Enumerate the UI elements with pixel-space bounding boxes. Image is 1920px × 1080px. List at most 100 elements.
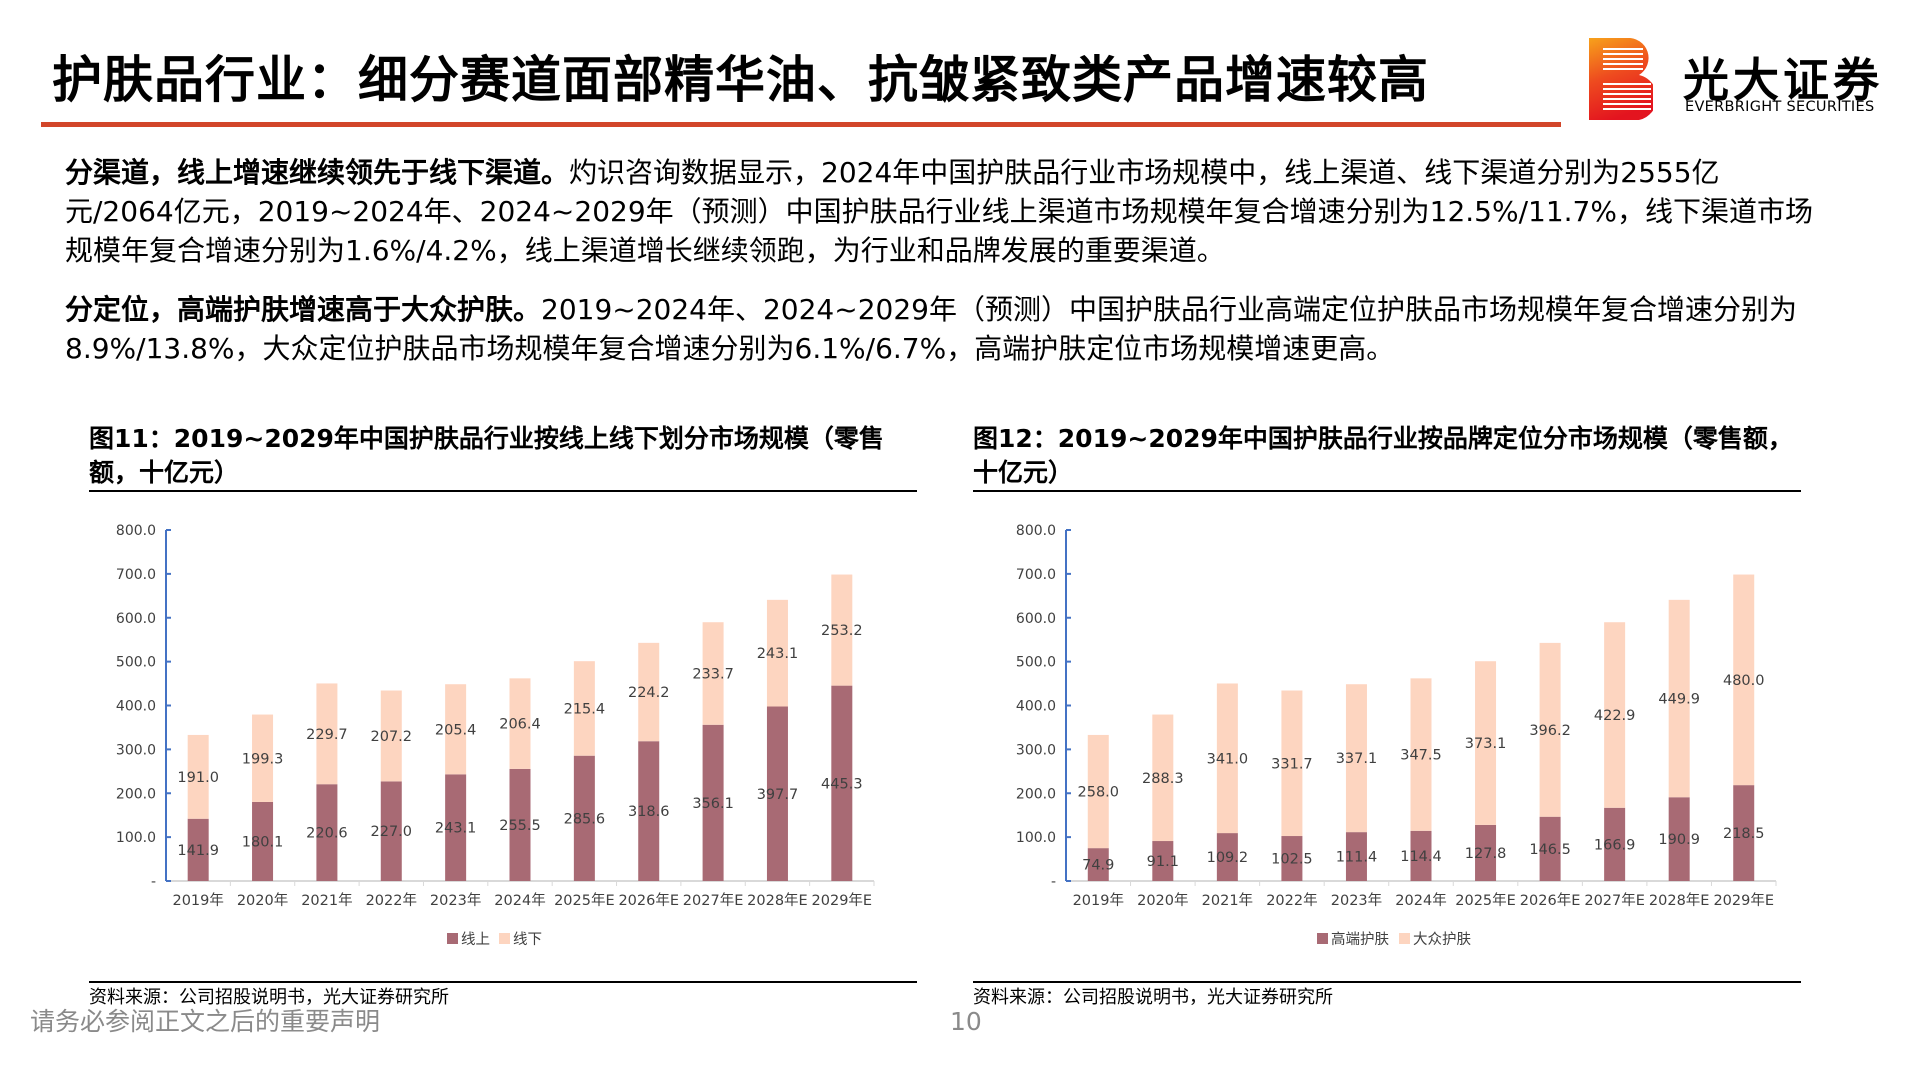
data-label: 243.1 <box>435 821 477 837</box>
data-label: 109.2 <box>1207 850 1249 866</box>
data-label: 288.3 <box>1142 771 1184 787</box>
y-tick-label: 700.0 <box>116 567 156 583</box>
data-label: 337.1 <box>1336 751 1378 767</box>
data-label: 199.3 <box>242 751 284 767</box>
data-label: 422.9 <box>1594 708 1636 724</box>
bar-upper <box>316 683 338 785</box>
bar-upper <box>1475 661 1497 825</box>
data-label: 205.4 <box>435 722 477 738</box>
bar-upper <box>766 599 788 707</box>
y-tick-label: 500.0 <box>1016 655 1056 671</box>
bar-lower <box>252 801 274 881</box>
bar-upper <box>1410 678 1432 831</box>
bar-lower <box>316 784 338 881</box>
data-label: 207.2 <box>371 729 413 745</box>
data-label: 224.2 <box>628 685 670 701</box>
bar-lower <box>1216 833 1238 881</box>
bar-upper <box>638 642 660 742</box>
source-rule <box>973 981 1801 983</box>
bar-upper <box>509 678 531 769</box>
legend-swatch <box>447 933 458 944</box>
y-tick-label: 200.0 <box>1016 786 1056 802</box>
bar-lower <box>766 706 788 881</box>
x-tick-label: 2027年E <box>683 892 744 909</box>
x-tick-label: 2029年E <box>812 892 873 909</box>
bar-upper <box>1152 714 1174 842</box>
title-underline <box>41 122 1561 127</box>
bar-lower <box>1281 836 1303 881</box>
y-tick-label: 200.0 <box>116 786 156 802</box>
x-tick-label: 2020年 <box>1137 892 1188 909</box>
data-label: 141.9 <box>177 843 219 859</box>
x-tick-label: 2028年E <box>1649 892 1710 909</box>
chart-title: 图12：2019~2029年中国护肤品行业按品牌定位分市场规模（零售额，十亿元） <box>973 424 1793 487</box>
bar-upper <box>1539 642 1561 817</box>
bar-upper <box>187 734 209 819</box>
bar-lower <box>1345 832 1367 881</box>
data-label: 190.9 <box>1658 832 1700 848</box>
x-tick-label: 2022年 <box>1266 892 1317 909</box>
bar-lower <box>1087 848 1109 881</box>
data-label: 127.8 <box>1465 846 1507 862</box>
bar-lower <box>702 724 724 881</box>
data-label: 331.7 <box>1271 756 1313 772</box>
bar-lower <box>1733 785 1755 881</box>
data-label: 180.1 <box>242 834 284 850</box>
data-label: 396.2 <box>1529 723 1571 739</box>
data-label: 227.0 <box>371 824 413 840</box>
data-label: 111.4 <box>1336 850 1378 866</box>
bar-lower <box>573 755 595 881</box>
data-label: 347.5 <box>1400 748 1442 764</box>
bar-lower <box>1152 841 1174 881</box>
data-label: 74.9 <box>1082 858 1114 874</box>
bar-lower <box>1475 824 1497 881</box>
data-label: 356.1 <box>692 796 734 812</box>
x-tick-label: 2021年 <box>1202 892 1253 909</box>
y-tick-label: 100.0 <box>1016 830 1056 846</box>
data-label: 166.9 <box>1594 837 1636 853</box>
y-tick-label: 500.0 <box>116 655 156 671</box>
x-tick-label: 2025年E <box>554 892 615 909</box>
data-label: 218.5 <box>1723 826 1765 842</box>
y-tick-label: 800.0 <box>116 523 156 539</box>
x-tick-label: 2019年 <box>1073 892 1124 909</box>
y-tick-label: 800.0 <box>1016 523 1056 539</box>
y-tick-label: 400.0 <box>116 699 156 715</box>
data-label: 445.3 <box>821 776 863 792</box>
chart-title-rule <box>973 490 1801 492</box>
x-tick-label: 2022年 <box>366 892 417 909</box>
bar-upper <box>1087 734 1109 849</box>
y-tick-label: 100.0 <box>116 830 156 846</box>
data-label: 215.4 <box>564 701 606 717</box>
data-label: 229.7 <box>306 727 348 743</box>
y-tick-label: 300.0 <box>1016 742 1056 758</box>
bar-upper <box>831 574 853 686</box>
bar-lower <box>187 818 209 881</box>
bar-upper <box>1604 622 1626 808</box>
bar-upper <box>573 661 595 756</box>
x-tick-label: 2024年 <box>494 892 545 909</box>
bar-lower <box>1604 807 1626 881</box>
bar-upper <box>252 714 274 802</box>
data-label: 449.9 <box>1658 692 1700 708</box>
paragraph-lead: 分定位，高端护肤增速高于大众护肤。 <box>65 293 542 326</box>
data-label: 373.1 <box>1465 736 1507 752</box>
data-label: 91.1 <box>1147 854 1179 870</box>
data-label: 255.5 <box>499 818 541 834</box>
paragraph-channel: 分渠道，线上增速继续领先于线下渠道。灼识咨询数据显示，2024年中国护肤品行业市… <box>65 153 1825 270</box>
x-tick-label: 2019年 <box>172 892 223 909</box>
bar-upper <box>702 622 724 725</box>
bar-upper <box>1345 684 1367 833</box>
data-label: 102.5 <box>1271 852 1313 868</box>
paragraph-body: 灼识咨询数据显示，2024年中国护肤品行业市场规模中，线上渠道、线下渠道分别为2… <box>65 156 1813 267</box>
x-tick-label: 2027年E <box>1584 892 1645 909</box>
bar-lower <box>380 781 402 881</box>
bar-lower <box>445 774 467 881</box>
y-tick-label: 600.0 <box>1016 611 1056 627</box>
y-tick-label: 300.0 <box>116 742 156 758</box>
bar-upper <box>1281 690 1303 837</box>
data-label: 397.7 <box>757 787 799 803</box>
legend-label: 线上 <box>461 931 490 948</box>
legend-swatch <box>499 933 510 944</box>
data-label: 233.7 <box>692 666 734 682</box>
